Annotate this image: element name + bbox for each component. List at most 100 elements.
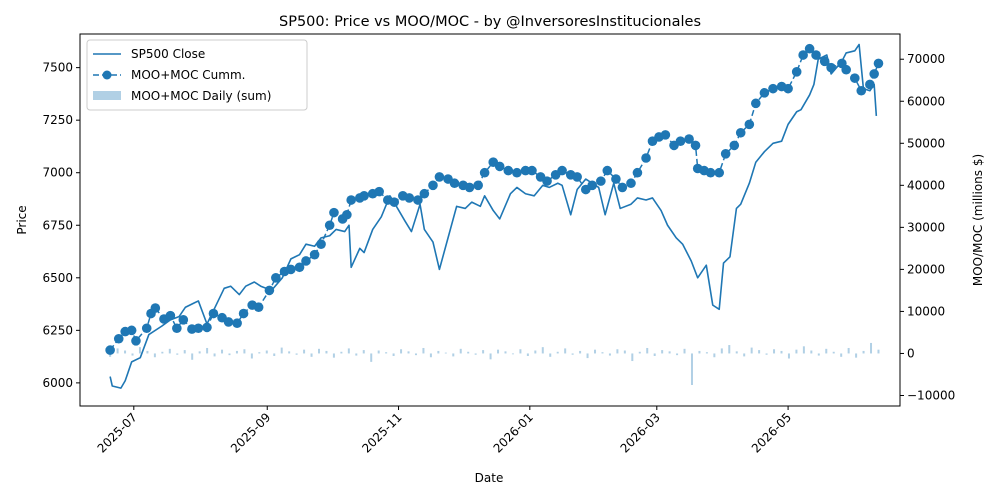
cumm-point [324,220,335,231]
daily-bar [138,347,141,354]
daily-bar [832,351,835,354]
daily-bar [153,353,156,358]
cumm-point [641,153,651,163]
daily-bars-group [109,342,880,385]
daily-bar [758,350,761,354]
daily-bar [340,351,343,354]
cumm-point [464,182,475,193]
legend: SP500 Close MOO+MOC Cumm. MOO+MOC Daily … [86,39,308,111]
cumm-point [602,165,613,176]
daily-bar [653,353,656,356]
cumm-point [346,195,356,205]
daily-bar [109,353,112,357]
daily-bar [564,348,567,354]
daily-bar [213,353,216,357]
daily-bar [221,349,224,354]
cumm-point [632,167,643,178]
right-tick-label: 50000 [907,136,945,150]
daily-bar [482,350,485,354]
daily-bar [146,350,149,354]
cumm-point [413,195,423,205]
left-tick-label: 6250 [42,323,73,337]
daily-bar [355,353,358,356]
cumm-point [572,172,582,182]
daily-bar [870,342,873,354]
cumm-point [294,262,305,273]
cumm-point [165,310,176,321]
right-tick-label: 0 [907,346,915,360]
daily-bar [325,350,328,354]
daily-bar [370,353,373,362]
cumm-point [705,167,716,178]
left-tick-label: 6750 [42,218,73,232]
cumm-point [223,317,234,327]
cumm-point [791,67,802,77]
daily-bar [735,351,738,354]
daily-bar [713,353,716,358]
cumm-point [316,239,326,249]
daily-bar [773,349,776,354]
daily-bar [452,353,455,357]
daily-bar [623,350,626,354]
daily-bar [280,347,283,354]
cumm-point [113,333,124,344]
daily-bar [422,347,425,354]
cumm-point [873,58,884,69]
daily-bar [802,346,805,354]
daily-bar [429,353,432,358]
cumm-point [804,43,815,54]
cumm-point [178,315,189,325]
cumm-point [419,188,430,199]
daily-bar [407,351,410,354]
cumm-point [596,176,606,186]
cumm-point [856,85,867,96]
cumm-point [744,119,755,130]
daily-bar [489,353,492,360]
left-axis-ticks: 6000 6250 6500 6750 7000 7250 7500 [42,61,80,390]
cumm-point [329,207,339,218]
cumm-point [389,197,400,207]
left-tick-label: 7250 [42,113,73,127]
cumm-point [714,167,725,178]
cumm-point [811,50,821,60]
daily-bar [601,352,604,354]
daily-bar [161,351,164,354]
plot-frame [79,33,901,407]
daily-bar [519,349,522,354]
daily-bar [235,350,238,354]
cumm-point [869,69,879,79]
cumm-point [286,264,296,275]
daily-bar [608,353,611,356]
right-tick-label: 10000 [907,304,945,318]
daily-bar [318,348,320,354]
daily-bar [183,350,186,354]
daily-bar [705,352,708,354]
daily-bar [676,353,679,356]
legend-label-cumm: MOO+MOC Cumm. [131,68,245,82]
daily-bar [377,350,380,354]
cumm-point [865,79,875,90]
cumm-point [819,56,830,67]
cumm-point [238,308,249,319]
cumm-point [141,323,152,334]
right-axis-ticks: −10000 0 10000 20000 30000 40000 50000 60000 700… [900,52,955,402]
daily-bar [877,349,880,354]
daily-bar [556,351,559,354]
cumm-point [527,165,537,176]
daily-bar [579,350,582,354]
legend-swatch-daily [93,91,121,100]
daily-bar [228,353,231,356]
right-tick-label: 60000 [907,94,945,108]
daily-bar [362,350,365,354]
cumm-point [660,130,671,140]
daily-bar [549,353,552,357]
price-line-group [109,43,878,389]
daily-bar [400,349,403,354]
cumm-line-group [105,43,884,355]
left-tick-label: 7000 [42,166,73,180]
cumm-point [768,83,778,94]
cumm-point [850,73,860,83]
daily-bar [332,353,335,358]
cumm-point [131,336,141,346]
cumm-point [301,256,311,266]
